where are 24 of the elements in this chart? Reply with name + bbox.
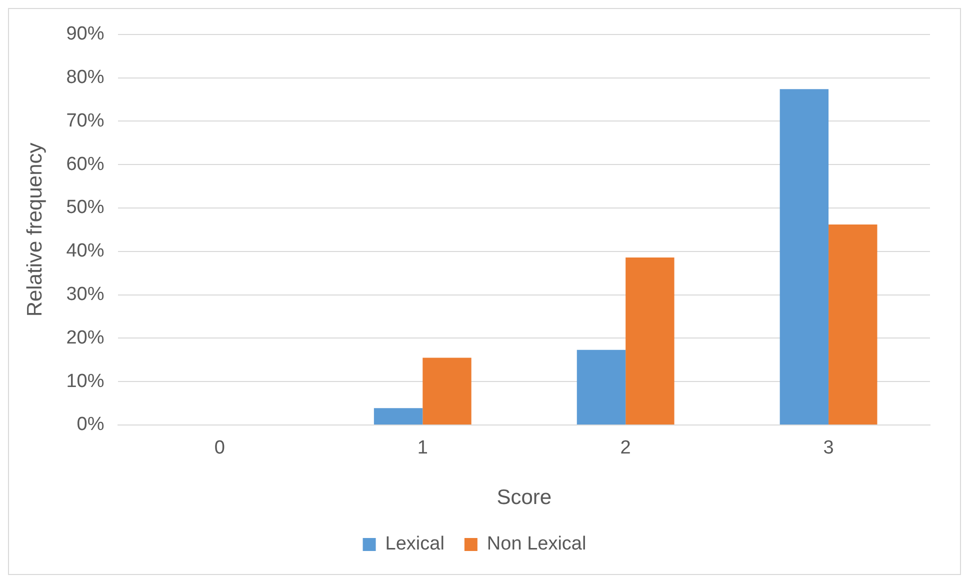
y-tick-label: 50% [66,197,104,218]
x-tick-label: 2 [620,438,631,459]
y-axis-title: Relative frequency [23,142,46,317]
bar [576,350,626,424]
y-tick-label: 10% [66,370,104,392]
y-tick-label: 90% [66,24,104,45]
y-tick-label: 30% [66,284,104,306]
y-tick-label: 0% [76,414,104,436]
y-tick-label: 40% [66,240,104,262]
y-tick-label: 70% [66,110,104,132]
bar [828,224,878,424]
legend-label: Lexical [385,534,444,555]
bar [422,358,472,424]
y-tick-label: 80% [66,67,104,88]
y-tick-label: 20% [66,327,104,348]
x-tick-label: 1 [417,438,428,459]
y-tick-label: 60% [66,154,104,175]
bar [374,408,423,424]
x-tick-label: 0 [214,438,225,459]
legend-label: Non Lexical [486,534,586,555]
bar [780,89,829,424]
x-axis-title: Score [496,486,552,510]
x-tick-label: 3 [823,438,834,459]
bar [626,257,674,424]
